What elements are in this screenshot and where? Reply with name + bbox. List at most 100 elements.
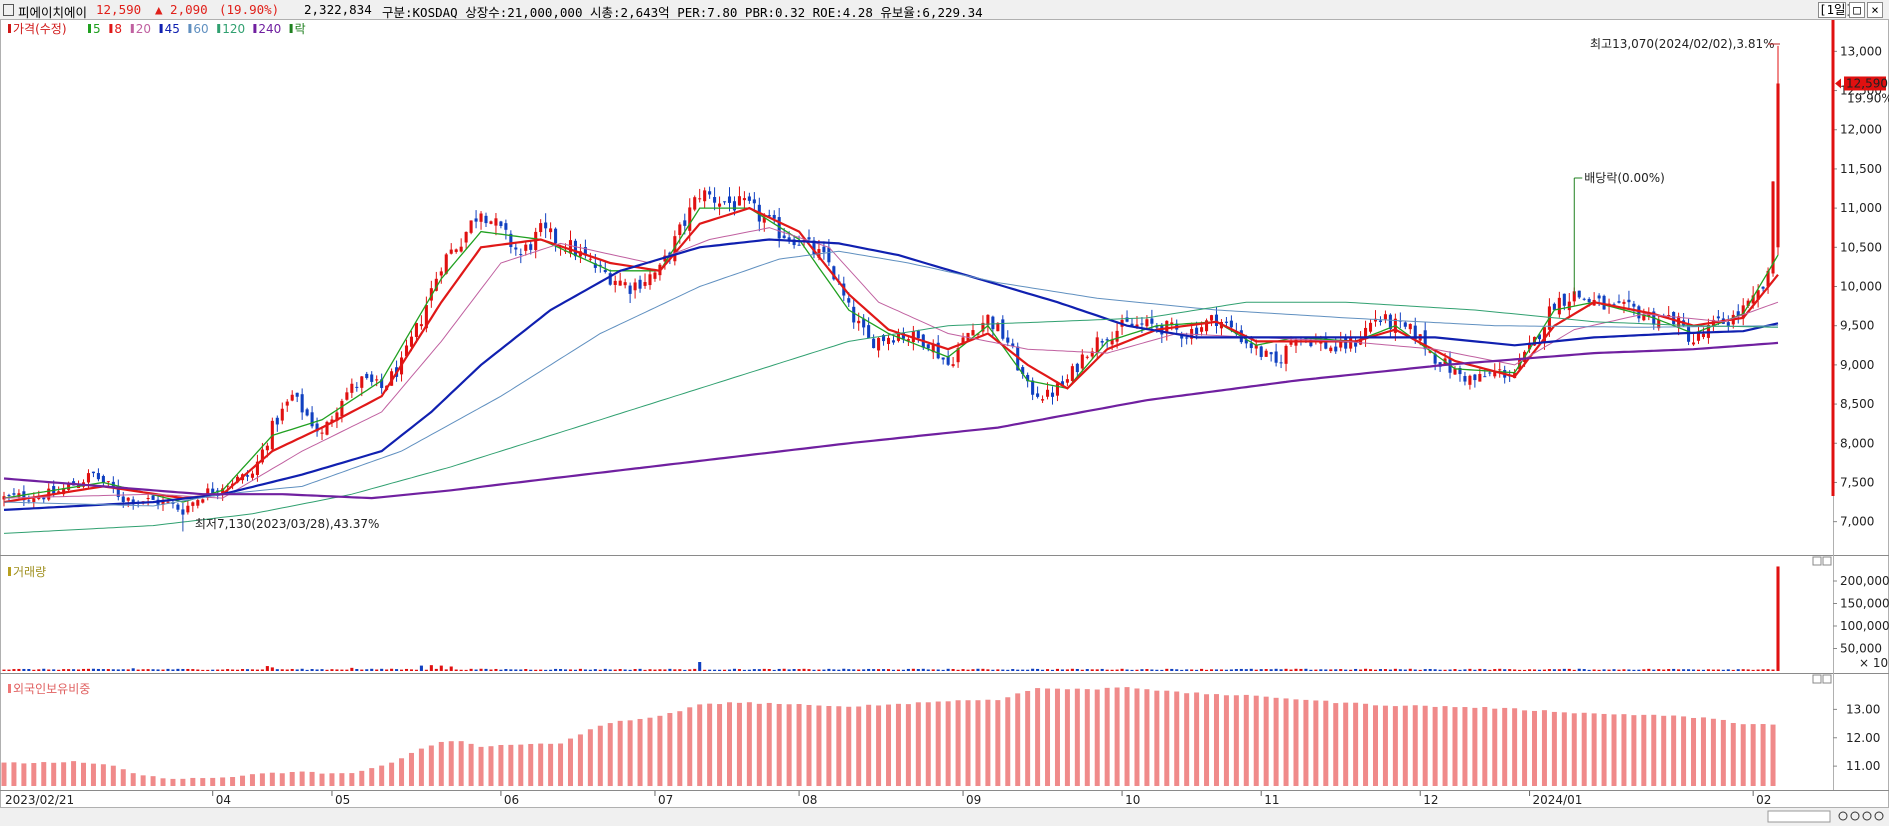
candle (305, 409, 309, 416)
candle (936, 342, 940, 359)
foreign-ratio-bar (697, 704, 703, 786)
candle (1041, 399, 1045, 401)
volume-bar (1423, 669, 1427, 671)
price-change: ▲ 2,090 (155, 2, 208, 17)
volume-bar (608, 669, 612, 671)
candle (57, 491, 61, 493)
panel-close-icon[interactable] (1822, 556, 1832, 566)
volume-bar (638, 668, 642, 671)
candle (703, 190, 707, 202)
candle (613, 280, 617, 285)
candle (429, 288, 433, 301)
volume-bar (1120, 668, 1124, 671)
candle (260, 449, 264, 463)
foreign-ratio-bar (160, 778, 166, 786)
foreign-ratio-bar (1174, 691, 1180, 786)
legend-swatch (188, 24, 192, 33)
candle (161, 499, 165, 505)
volume-bar (305, 669, 309, 671)
volume-bar (1180, 669, 1184, 671)
volume-bar (598, 669, 602, 671)
panel-maximize-icon[interactable] (1812, 674, 1822, 684)
panel-close-icon[interactable] (1822, 674, 1832, 684)
candle (27, 500, 31, 502)
scrollbar-thumb[interactable] (1767, 810, 1831, 823)
candle (101, 476, 105, 483)
volume-tick-label: 150,000 (1840, 597, 1889, 611)
zoom-in-icon[interactable] (1850, 811, 1860, 821)
foreign-ratio-bar (1551, 711, 1557, 786)
close-icon[interactable]: × (1867, 2, 1883, 18)
legend-swatch (130, 24, 134, 33)
foreign-ratio-bar (1154, 690, 1160, 786)
foreign-ratio-bar (617, 720, 623, 786)
candle (549, 228, 553, 233)
volume-bar (57, 669, 61, 671)
volume-bar (807, 669, 811, 671)
candle (1587, 298, 1591, 303)
volume-bar (896, 669, 900, 671)
zoom-fit-icon[interactable] (1874, 811, 1884, 821)
zoom-out-icon[interactable] (1838, 811, 1848, 821)
volume-bar (802, 668, 806, 671)
candle (906, 339, 910, 341)
volume-bar (1438, 669, 1442, 671)
foreign-ratio-bar (1671, 715, 1677, 786)
maximize-icon[interactable]: □ (1849, 2, 1865, 18)
zoom-reset-icon[interactable] (1862, 811, 1872, 821)
period-selector[interactable]: [1일] (1818, 2, 1854, 18)
volume-bar (399, 669, 404, 671)
volume-bar (946, 668, 950, 671)
foreign-ratio-bar (876, 705, 882, 786)
volume-bar (1130, 669, 1134, 671)
volume-unit-label: × 10 (1859, 656, 1888, 670)
candle (176, 504, 180, 510)
candle (345, 392, 349, 400)
volume-bar (678, 669, 682, 671)
foreign-ratio-bar (458, 741, 464, 786)
legend-item-7: 240 (258, 22, 281, 36)
stock-name[interactable]: 피에이치에이 (18, 5, 88, 20)
foreign-ratio-bar (856, 706, 862, 786)
volume-bar (171, 669, 175, 671)
candle (489, 221, 493, 224)
legend-item-8: 락 (295, 22, 306, 36)
candle (1537, 334, 1542, 340)
foreign-ratio-bar (1462, 707, 1468, 786)
foreign-ratio-bar (210, 777, 216, 786)
price-change-pct: (19.90%) (219, 2, 280, 17)
candle (42, 497, 46, 500)
volume-bar (827, 668, 831, 671)
foreign-ratio-bar (51, 762, 57, 786)
foreign-ratio-bar (886, 704, 892, 786)
volume-bar (544, 669, 548, 671)
volume-bar (355, 669, 359, 671)
volume-bar (524, 669, 528, 671)
volume-bar (1209, 669, 1214, 671)
candle (966, 332, 970, 341)
volume-bar (375, 669, 379, 671)
foreign-ratio-bar (597, 725, 603, 786)
candle (1289, 342, 1293, 345)
ratio-tick-label: 12.00 (1846, 731, 1880, 745)
volume-bar (47, 669, 51, 671)
volume-bar (116, 669, 120, 671)
volume-bar (1443, 669, 1447, 671)
volume-bar (1006, 669, 1010, 671)
foreign-ratio-bar (1054, 688, 1060, 786)
volume-bar (658, 669, 662, 671)
volume-bar (1045, 669, 1050, 671)
candle (698, 198, 702, 200)
panel-maximize-icon[interactable] (1812, 556, 1822, 566)
volume-bar (236, 669, 240, 671)
foreign-ratio-bar (1541, 710, 1547, 786)
candle (688, 207, 692, 231)
volume-bar (1418, 669, 1422, 671)
price-tick-label: 9,500 (1840, 319, 1874, 333)
x-tick-label: 05 (335, 793, 350, 807)
volume-bar (77, 669, 81, 671)
volume-bar (1309, 669, 1313, 671)
candle (434, 278, 438, 291)
candle (1453, 368, 1457, 375)
